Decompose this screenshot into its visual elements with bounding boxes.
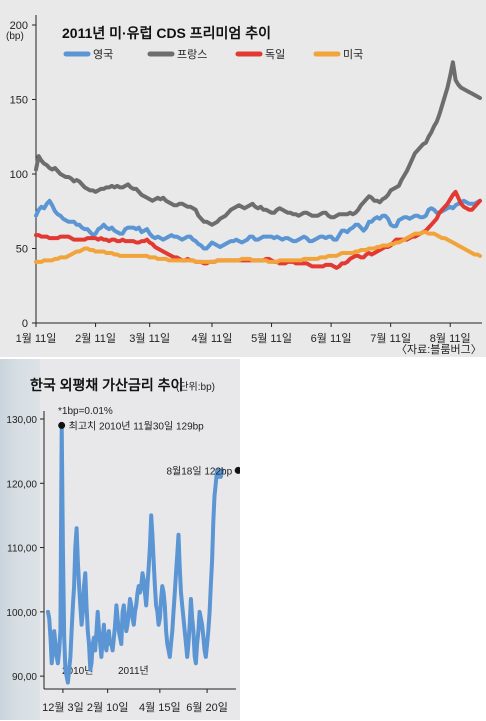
legend-label-3: 독일 (265, 47, 285, 61)
cds-x-tick-label: 3월 11일 (129, 331, 170, 345)
legend-label-1: 영국 (93, 48, 113, 61)
spread-chart-title: 한국 외평채 가산금리 추이 (30, 377, 183, 393)
spread-annotation-label-2: 8월18일 122bp (166, 465, 232, 477)
cds-y-tick-label: 200 (10, 20, 28, 32)
spread-x-tick-label: 2월 10일 (87, 700, 129, 714)
background-photo-strip (0, 359, 40, 720)
cds-y-tick-label: 0 (22, 318, 28, 330)
cds-series-line-2 (34, 60, 482, 227)
cds-series-line-4 (34, 230, 482, 264)
spread-chart-panel (40, 359, 240, 720)
legend-label-2: 프랑스 (177, 48, 207, 61)
spread-series-line (46, 423, 224, 685)
spread-annotations: 최고치 2010년 11월30일 129bp 8월18일 122bp (58, 420, 240, 477)
cds-legend: 영국 프랑스 독일 미국 (63, 47, 363, 61)
cds-series-lines (34, 60, 482, 270)
cds-premium-chart: 2011년 미·유럽 CDS 프리미엄 추이 (bp) 영국 프랑스 독일 미국 0 5… (6, 15, 482, 356)
spread-y-tick-label: 90,00 (12, 672, 37, 683)
spread-unit-note: (단위:bp) (176, 380, 215, 393)
cds-x-tick-label: 1월 11일 (16, 331, 57, 345)
spread-y-tick-label: 120,00 (6, 479, 37, 490)
cds-series-line-3 (34, 189, 482, 270)
cds-y-tick-label: 150 (10, 95, 28, 107)
cds-source-label: 〈자료:블룸버그〉 (396, 343, 482, 356)
spread-x-tick-label: 4월 15일 (139, 700, 181, 714)
cds-y-tick-label: 50 (16, 244, 28, 256)
spread-annotation-label-1: 최고치 2010년 11월30일 129bp (69, 420, 205, 432)
legend-label-4: 미국 (343, 48, 363, 61)
cds-chart-panel (0, 0, 486, 357)
spread-x-tick-label: 12월 3일 (42, 700, 84, 714)
spread-x-tick-label: 6월 20일 (186, 700, 228, 714)
cds-x-tick-label: 7월 11일 (370, 331, 411, 345)
cds-y-unit-label: (bp) (6, 31, 24, 42)
cds-x-tick-label: 5월 11일 (251, 331, 292, 345)
spread-annotation-dot-2 (234, 466, 240, 474)
spread-footnote: *1bp=0.01% (58, 406, 113, 417)
spread-series-line (46, 423, 224, 685)
cds-chart-title: 2011년 미·유럽 CDS 프리미엄 추이 (62, 25, 271, 41)
spread-y-tick-label: 110,00 (7, 544, 37, 555)
korea-spread-chart: 한국 외평채 가산금리 추이 (단위:bp) *1bp=0.01% 90,00 1… (6, 377, 240, 714)
cds-series-line-1 (34, 198, 482, 251)
spread-year-label-2011: 2011년 (118, 665, 149, 677)
cds-x-tick-label: 4월 11일 (192, 331, 233, 345)
spread-annotation-dot-1 (58, 421, 66, 429)
cds-x-tick-label: 6월 11일 (311, 331, 352, 345)
cds-y-tick-label: 100 (10, 169, 28, 181)
spread-y-tick-label: 130,00 (6, 415, 37, 426)
cds-x-tick-label: 8월 11일 (430, 331, 471, 345)
spread-y-tick-label: 100,00 (6, 608, 37, 619)
cds-x-tick-label: 2월 11일 (75, 331, 116, 345)
